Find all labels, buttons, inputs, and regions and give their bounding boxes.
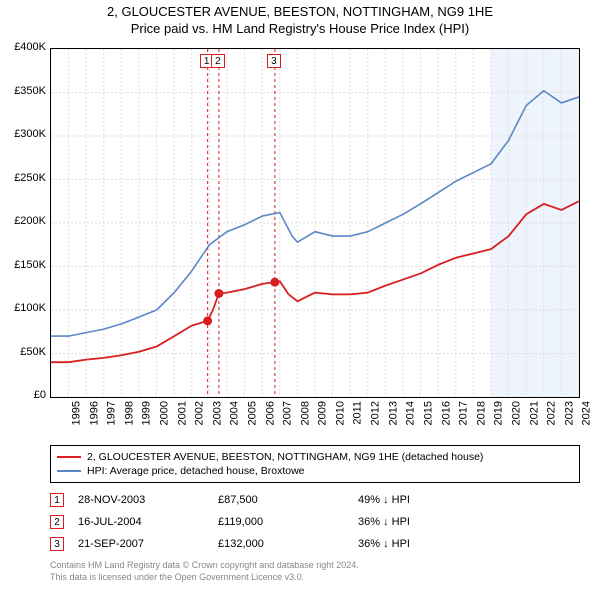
- x-tick-label: 2006: [264, 401, 276, 425]
- x-tick-label: 2004: [229, 401, 241, 425]
- x-tick-label: 2024: [581, 401, 593, 425]
- x-tick-label: 2013: [387, 401, 399, 425]
- sales-table: 1 28-NOV-2003£87,50049% ↓ HPI 2 16-JUL-2004…: [50, 490, 580, 556]
- x-tick-label: 2008: [299, 401, 311, 425]
- y-tick-label: £300K: [2, 128, 46, 140]
- sale-marker-box: 1: [50, 493, 64, 507]
- x-tick-label: 2000: [158, 401, 170, 425]
- x-tick-label: 2003: [211, 401, 223, 425]
- chart-svg: [51, 49, 579, 397]
- legend-swatch: [57, 470, 81, 472]
- sale-marker-box: 2: [50, 515, 64, 529]
- x-tick-label: 2021: [528, 401, 540, 425]
- y-tick-label: £200K: [2, 215, 46, 227]
- y-tick-label: £150K: [2, 259, 46, 271]
- x-tick-label: 2018: [475, 401, 487, 425]
- sale-date: 28-NOV-2003: [78, 494, 218, 506]
- x-tick-label: 2001: [176, 401, 188, 425]
- sale-pct: 36% ↓ HPI: [358, 516, 498, 528]
- y-tick-label: £350K: [2, 85, 46, 97]
- x-tick-label: 2019: [493, 401, 505, 425]
- x-tick-label: 2011: [351, 401, 363, 425]
- x-tick-label: 2005: [246, 401, 258, 425]
- x-tick-label: 2022: [546, 401, 558, 425]
- title-line1: 2, GLOUCESTER AVENUE, BEESTON, NOTTINGHA…: [0, 4, 600, 21]
- footer-line1: Contains HM Land Registry data © Crown c…: [50, 560, 359, 570]
- x-tick-label: 2020: [510, 401, 522, 425]
- x-tick-label: 2007: [282, 401, 294, 425]
- legend-swatch: [57, 456, 81, 458]
- chart-marker-box: 2: [211, 54, 225, 68]
- sale-row: 1 28-NOV-2003£87,50049% ↓ HPI: [50, 490, 580, 510]
- footer: Contains HM Land Registry data © Crown c…: [50, 560, 580, 583]
- x-tick-label: 1999: [141, 401, 153, 425]
- chart-marker-box: 3: [267, 54, 281, 68]
- sale-pct: 49% ↓ HPI: [358, 494, 498, 506]
- sale-date: 21-SEP-2007: [78, 538, 218, 550]
- y-tick-label: £50K: [2, 346, 46, 358]
- sale-row: 3 21-SEP-2007£132,00036% ↓ HPI: [50, 534, 580, 554]
- footer-line2: This data is licensed under the Open Gov…: [50, 572, 304, 582]
- title-block: 2, GLOUCESTER AVENUE, BEESTON, NOTTINGHA…: [0, 0, 600, 38]
- x-tick-label: 1995: [70, 401, 82, 425]
- x-tick-label: 2017: [458, 401, 470, 425]
- sale-price: £132,000: [218, 538, 358, 550]
- sale-row: 2 16-JUL-2004£119,00036% ↓ HPI: [50, 512, 580, 532]
- chart-container: 2, GLOUCESTER AVENUE, BEESTON, NOTTINGHA…: [0, 0, 600, 590]
- x-tick-label: 1997: [106, 401, 118, 425]
- sale-pct: 36% ↓ HPI: [358, 538, 498, 550]
- y-tick-label: £100K: [2, 302, 46, 314]
- sale-date: 16-JUL-2004: [78, 516, 218, 528]
- x-tick-label: 2015: [422, 401, 434, 425]
- y-tick-label: £250K: [2, 172, 46, 184]
- sale-price: £87,500: [218, 494, 358, 506]
- legend-box: 2, GLOUCESTER AVENUE, BEESTON, NOTTINGHA…: [50, 445, 580, 483]
- y-tick-label: £400K: [2, 41, 46, 53]
- y-tick-label: £0: [2, 389, 46, 401]
- x-tick-label: 2010: [334, 401, 346, 425]
- legend-text: HPI: Average price, detached house, Brox…: [87, 465, 305, 477]
- x-tick-label: 2002: [194, 401, 206, 425]
- x-tick-label: 1996: [88, 401, 100, 425]
- sale-price: £119,000: [218, 516, 358, 528]
- legend-text: 2, GLOUCESTER AVENUE, BEESTON, NOTTINGHA…: [87, 451, 483, 463]
- legend-row: 2, GLOUCESTER AVENUE, BEESTON, NOTTINGHA…: [57, 450, 573, 464]
- x-tick-label: 2012: [370, 401, 382, 425]
- title-line2: Price paid vs. HM Land Registry's House …: [0, 21, 600, 38]
- sale-marker-box: 3: [50, 537, 64, 551]
- x-tick-label: 2023: [563, 401, 575, 425]
- x-tick-label: 2009: [317, 401, 329, 425]
- x-tick-label: 1998: [123, 401, 135, 425]
- x-tick-label: 2014: [405, 401, 417, 425]
- chart-area: [50, 48, 580, 398]
- legend-row: HPI: Average price, detached house, Brox…: [57, 464, 573, 478]
- x-tick-label: 2016: [440, 401, 452, 425]
